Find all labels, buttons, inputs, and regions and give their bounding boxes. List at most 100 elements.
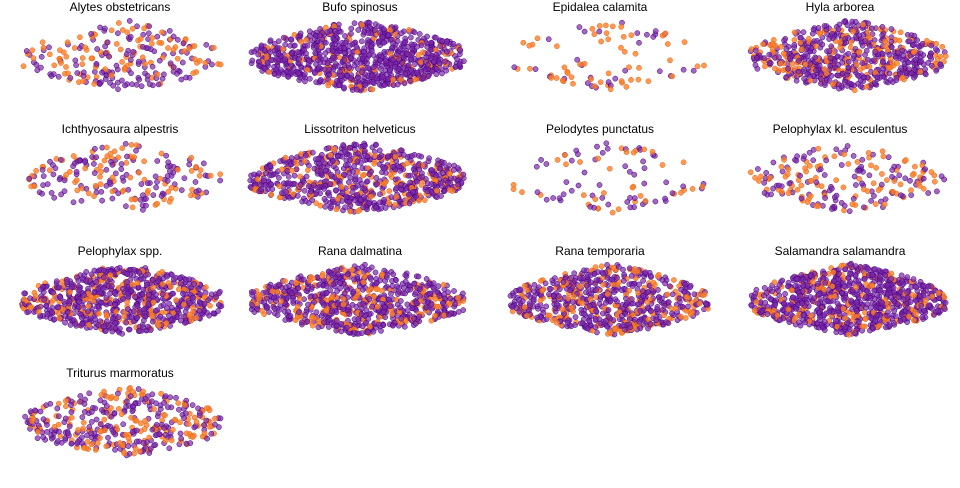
point-orange xyxy=(319,273,326,279)
point-orange xyxy=(217,61,224,68)
point-purple xyxy=(574,56,581,63)
point-purple xyxy=(596,28,603,35)
point-orange xyxy=(605,70,612,77)
point-purple xyxy=(106,179,113,186)
point-purple xyxy=(138,181,145,187)
point-purple xyxy=(389,322,396,329)
point-purple xyxy=(286,282,293,289)
point-purple xyxy=(384,153,391,160)
point-purple xyxy=(376,147,383,154)
point-purple xyxy=(342,162,349,169)
point-purple xyxy=(295,274,302,281)
point-orange xyxy=(373,285,379,292)
point-purple xyxy=(343,194,350,200)
point-purple xyxy=(159,291,166,298)
point-orange xyxy=(637,193,644,199)
point-orange xyxy=(304,66,311,73)
point-orange xyxy=(894,60,900,67)
point-purple xyxy=(51,316,58,323)
point-purple xyxy=(366,24,373,30)
point-purple xyxy=(296,56,302,62)
point-purple xyxy=(413,193,419,200)
point-purple xyxy=(166,28,173,34)
point-purple xyxy=(669,190,676,197)
point-purple xyxy=(329,158,336,164)
point-purple xyxy=(102,43,108,50)
point-orange xyxy=(923,37,930,44)
point-purple xyxy=(631,195,638,201)
point-orange xyxy=(534,35,541,42)
point-purple xyxy=(186,161,193,168)
point-purple xyxy=(123,171,130,178)
point-purple xyxy=(457,46,463,53)
point-purple xyxy=(118,161,125,167)
point-purple xyxy=(860,31,867,38)
point-purple xyxy=(662,195,668,202)
point-purple xyxy=(452,301,459,308)
point-orange xyxy=(804,199,811,205)
point-purple xyxy=(680,183,687,190)
point-orange xyxy=(417,59,424,66)
point-orange xyxy=(133,142,140,149)
point-purple xyxy=(171,181,178,188)
point-purple xyxy=(251,171,257,178)
point-purple xyxy=(423,276,430,282)
point-purple xyxy=(49,309,55,315)
point-purple xyxy=(359,323,366,330)
point-orange xyxy=(65,70,71,77)
point-purple xyxy=(48,73,55,79)
point-purple xyxy=(328,171,334,178)
point-orange xyxy=(577,159,583,165)
point-purple xyxy=(295,309,302,316)
point-purple xyxy=(626,168,633,175)
scatter-panel: Pelodytes punctatus xyxy=(480,122,720,244)
point-purple xyxy=(581,169,588,176)
point-purple xyxy=(302,198,309,204)
point-orange xyxy=(440,281,447,288)
point-orange xyxy=(56,55,63,62)
point-orange xyxy=(807,77,814,84)
point-purple xyxy=(281,288,288,295)
point-purple xyxy=(316,281,323,288)
point-purple xyxy=(404,51,410,57)
point-orange xyxy=(931,172,938,179)
point-purple xyxy=(107,79,113,86)
point-orange xyxy=(392,153,399,160)
point-purple xyxy=(196,307,203,314)
point-purple xyxy=(922,66,928,73)
point-orange xyxy=(115,20,122,26)
point-purple xyxy=(866,42,873,49)
point-purple xyxy=(273,298,279,304)
point-purple xyxy=(430,280,437,287)
point-purple xyxy=(195,286,202,292)
point-purple xyxy=(812,54,819,61)
point-purple xyxy=(51,194,58,201)
point-purple xyxy=(149,318,156,325)
point-orange xyxy=(850,28,856,35)
point-purple xyxy=(810,157,817,164)
point-orange xyxy=(609,23,616,30)
point-purple xyxy=(326,66,333,73)
point-purple xyxy=(338,328,345,335)
point-orange xyxy=(553,75,560,81)
point-orange xyxy=(340,301,347,308)
point-purple xyxy=(627,204,634,211)
point-purple xyxy=(813,179,820,186)
point-purple xyxy=(380,309,387,315)
point-purple xyxy=(397,45,404,52)
point-orange xyxy=(446,170,453,177)
point-orange xyxy=(163,320,170,326)
point-purple xyxy=(360,204,367,211)
point-purple xyxy=(786,180,793,187)
point-orange xyxy=(868,162,874,169)
point-orange xyxy=(374,303,381,310)
point-purple xyxy=(317,32,324,39)
point-orange xyxy=(909,172,916,178)
point-purple xyxy=(389,283,396,289)
point-purple xyxy=(93,154,100,161)
point-purple xyxy=(158,193,165,199)
point-purple xyxy=(889,174,895,180)
point-purple xyxy=(321,196,328,202)
point-orange xyxy=(82,44,89,51)
point-orange xyxy=(598,38,604,45)
